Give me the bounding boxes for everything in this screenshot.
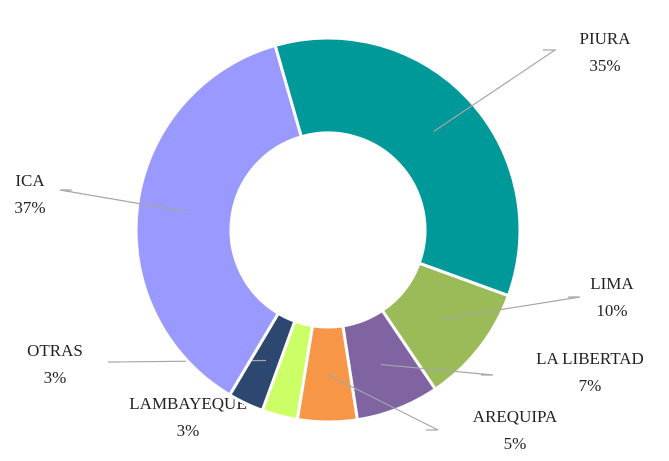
slice-label: ICA [15, 171, 45, 190]
donut-slice [273, 36, 522, 298]
leader-line [380, 363, 494, 376]
slice-value: 35% [589, 56, 620, 75]
leader-line [433, 49, 557, 132]
leader-line [327, 373, 439, 431]
slice-value: 37% [14, 198, 45, 217]
slice-label: LA LIBERTAD [536, 349, 644, 368]
leader-line [441, 296, 581, 320]
leader-line [59, 189, 185, 212]
slice-label: PIURA [579, 29, 631, 48]
donut-slice [134, 43, 304, 397]
slice-label: LIMA [590, 274, 634, 293]
slice-value: 10% [596, 301, 627, 320]
slice-value: 3% [44, 368, 67, 387]
slice-label: LAMBAYEQUE [129, 394, 246, 413]
slice-value: 5% [504, 434, 527, 453]
slice-label: AREQUIPA [473, 407, 558, 426]
slice-value: 7% [579, 376, 602, 395]
slice-value: 3% [177, 421, 200, 440]
slice-label: OTRAS [27, 341, 83, 360]
